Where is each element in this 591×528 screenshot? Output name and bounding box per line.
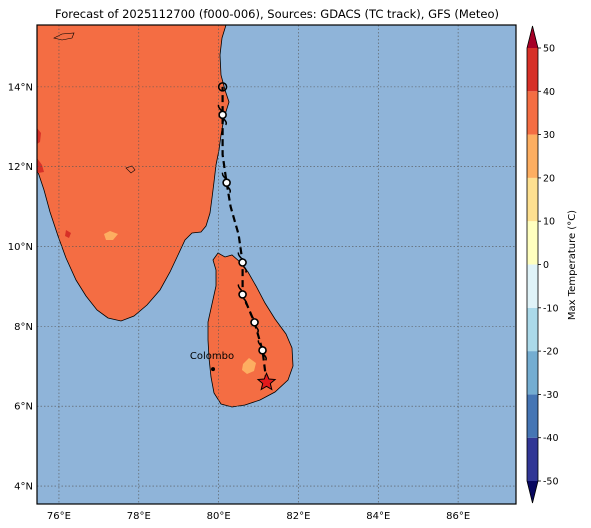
- colorbar-tick-label: -50: [543, 477, 559, 488]
- colorbar-bin: [527, 134, 538, 178]
- warm-patch-srilanka: [242, 358, 256, 374]
- gridlines: [37, 25, 516, 504]
- latitude-labels: 4°N 6°N 8°N 10°N 12°N 14°N: [8, 82, 33, 492]
- north-island: [53, 32, 75, 41]
- colorbar-bin: [527, 351, 538, 395]
- colorbar-tick-label: 20: [543, 173, 555, 184]
- colorbar-tick-label: 50: [543, 44, 555, 55]
- lon-tick-label: 78°E: [127, 511, 151, 522]
- cyclone-icon: [237, 252, 247, 274]
- colorbar-bin: [527, 307, 538, 352]
- lat-tick-label: 4°N: [14, 482, 33, 493]
- chart-title: Forecast of 2025112700 (f000-006), Sourc…: [55, 7, 499, 21]
- track-markers: [217, 82, 277, 391]
- colorbar-tick-label: -10: [543, 303, 559, 314]
- cyclone-icon: [221, 172, 232, 194]
- colorbar-tick-label: -30: [543, 390, 559, 401]
- hot-spot-3: [65, 230, 71, 238]
- warm-patch-india: [104, 231, 118, 240]
- colorbar: 50 40 30 20 10 0 -10 -20 -30 -40 -50: [526, 25, 559, 504]
- lon-tick-label: 76°E: [47, 511, 71, 522]
- colorbar-label: Max Temperature (°C): [567, 210, 578, 320]
- hot-spot-2: [37, 158, 44, 173]
- lat-tick-label: 6°N: [14, 402, 33, 413]
- colorbar-bin: [527, 264, 538, 308]
- pulicat-lake: [125, 165, 136, 174]
- india-landmass: [37, 25, 230, 322]
- current-position-star-icon: [256, 371, 277, 391]
- colorbar-bin: [527, 437, 538, 481]
- map-panel: Colombo: [37, 25, 516, 504]
- colorbar-min-extension: [527, 481, 538, 503]
- colorbar-bin: [527, 221, 538, 265]
- colorbar-bin: [527, 48, 538, 92]
- colorbar-max-extension: [527, 26, 538, 48]
- colorbar-tick-label: -20: [543, 347, 559, 358]
- colorbar-tick-label: 30: [543, 130, 555, 141]
- cyclone-icon: [237, 284, 247, 305]
- longitude-labels: 76°E 78°E 80°E 82°E 84°E 86°E: [47, 511, 470, 522]
- track-end-circle-icon: [217, 82, 228, 92]
- colorbar-tick-label: 10: [543, 217, 555, 228]
- colorbar-tick-label: 0: [543, 260, 549, 271]
- lon-tick-label: 82°E: [286, 511, 310, 522]
- colorbar-tick-label: 40: [543, 87, 555, 98]
- sri-lanka-landmass: [207, 252, 294, 408]
- cyclone-icon: [257, 339, 267, 361]
- colombo-label: Colombo: [190, 351, 234, 362]
- cyclone-icon: [249, 312, 259, 333]
- map-frame: [36, 24, 517, 505]
- lon-tick-label: 86°E: [446, 511, 470, 522]
- lon-tick-label: 80°E: [207, 511, 231, 522]
- colorbar-bin: [527, 394, 538, 438]
- colorbar-bin: [527, 91, 538, 135]
- hot-spot-1: [37, 128, 41, 144]
- lat-tick-label: 12°N: [8, 162, 33, 173]
- lat-tick-label: 14°N: [8, 82, 33, 93]
- colorbar-bin: [527, 177, 538, 222]
- cyclone-icon: [217, 104, 228, 126]
- lat-tick-label: 8°N: [14, 322, 33, 333]
- lon-tick-label: 84°E: [366, 511, 390, 522]
- lat-tick-label: 10°N: [8, 242, 33, 253]
- colorbar-tick-label: -40: [543, 433, 559, 444]
- colombo-dot: [211, 367, 216, 372]
- cyclone-track-line: [221, 86, 268, 383]
